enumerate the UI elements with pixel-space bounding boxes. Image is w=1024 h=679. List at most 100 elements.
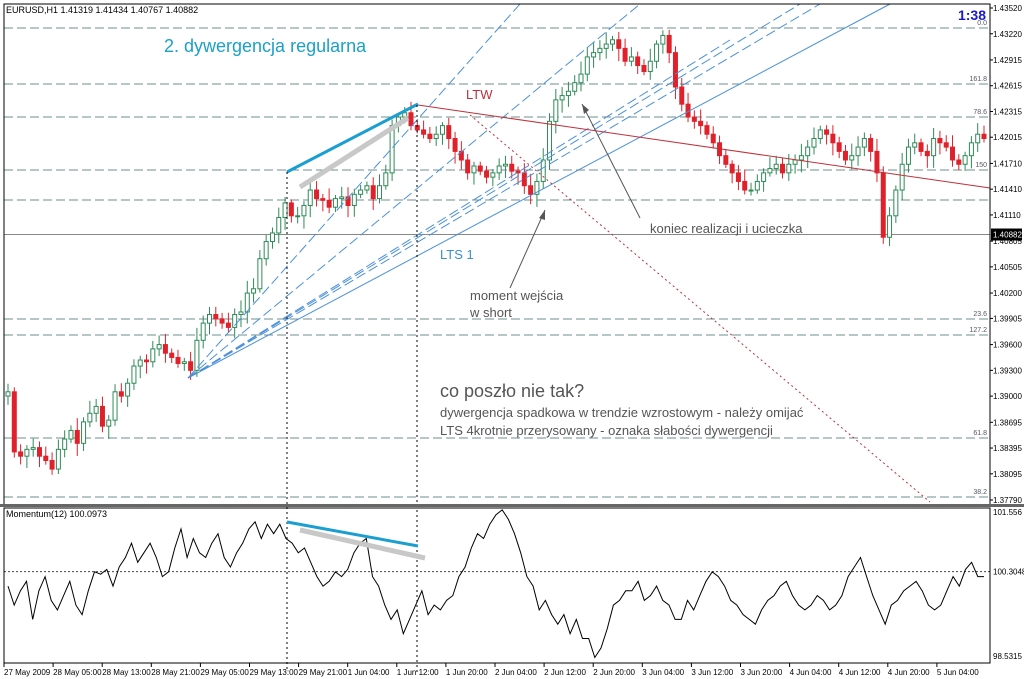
candle-body <box>339 196 345 200</box>
candle-body <box>691 116 697 122</box>
time-label: 3 Jun 20:00 <box>741 668 783 677</box>
candle-body <box>547 120 553 161</box>
fibo-level-label: 150 <box>975 162 987 169</box>
candle-body <box>383 172 389 187</box>
lts1-label: LTS 1 <box>440 247 474 262</box>
candle-body <box>295 215 301 218</box>
candle-body <box>490 172 496 178</box>
entry-arrow <box>509 209 546 289</box>
candle-body <box>943 142 949 148</box>
candle-body <box>433 133 439 140</box>
candle-body <box>515 170 521 174</box>
axes-layer: 1.43520 1.43220 1.42915 1.42615 1.42315 1.420… <box>0 3 1024 677</box>
candle-body <box>534 180 540 195</box>
candle-body <box>206 314 212 324</box>
candle-body <box>5 391 11 397</box>
candle-body <box>641 65 647 73</box>
candle-body <box>99 405 105 427</box>
timer-label: 1:38 <box>958 7 986 23</box>
current-price-label: 1.40882 <box>993 231 1022 240</box>
current-price-box <box>991 228 1022 241</box>
candle-body <box>792 159 798 165</box>
candle-body <box>918 142 924 152</box>
candle-body <box>509 163 515 172</box>
candle-body <box>496 165 502 174</box>
time-label: 1 Jun 12:00 <box>397 668 439 677</box>
candle-body <box>11 391 17 453</box>
chart-title: 2. dywergencja regularna <box>164 36 367 56</box>
candle-body <box>358 189 364 195</box>
candle-body <box>540 159 546 182</box>
ltw-label: LTW <box>466 87 493 102</box>
candle-body <box>905 146 911 165</box>
candle-body <box>225 322 231 328</box>
candle-body <box>572 82 578 92</box>
candle-body <box>408 112 414 127</box>
price-label: 1.42015 <box>993 133 1022 142</box>
candle-body <box>842 150 848 161</box>
candle-body <box>351 193 357 206</box>
candle-body <box>276 217 282 234</box>
candle-body <box>377 185 383 200</box>
candle-body <box>169 352 175 358</box>
candle-body <box>849 155 855 161</box>
fan-line <box>187 3 821 379</box>
candle-body <box>118 391 124 397</box>
candle-body <box>162 344 168 354</box>
candle-body <box>735 172 741 182</box>
candle-body <box>553 99 559 122</box>
candle-body <box>36 447 42 457</box>
ltw-line <box>417 104 991 189</box>
candle-body <box>647 60 653 73</box>
reason-1: dywergencja spadkowa w trendzie wzrostow… <box>440 405 804 420</box>
price-label: 1.43520 <box>993 4 1022 13</box>
candle-body <box>874 150 880 174</box>
candle-body <box>446 125 452 140</box>
candle-body <box>421 129 427 135</box>
candle-body <box>181 361 187 364</box>
candle-body <box>761 172 767 182</box>
candle-body <box>389 125 395 174</box>
momentum-indicator-panel <box>4 509 990 659</box>
candle-body <box>257 258 263 290</box>
candle-body <box>937 138 943 144</box>
candle-body <box>314 189 320 200</box>
fibo-level-label: 38.2 <box>973 489 987 496</box>
candle-body <box>188 361 194 371</box>
candle-body <box>81 421 87 444</box>
candle-body <box>868 138 874 152</box>
candle-body <box>628 56 634 62</box>
candle-body <box>288 202 294 217</box>
price-label: 1.41710 <box>993 159 1022 168</box>
candle-body <box>502 163 508 167</box>
price-label: 1.37790 <box>993 496 1022 505</box>
price-label: 1.42915 <box>993 56 1022 65</box>
candle-body <box>251 288 257 294</box>
candle-body <box>87 412 93 423</box>
candle-body <box>981 133 987 140</box>
price-label: 1.42615 <box>993 82 1022 91</box>
candle-body <box>18 451 24 457</box>
candle-body <box>603 43 609 49</box>
momentum-panel-frame <box>3 507 991 664</box>
candle-body <box>811 138 817 148</box>
price-label: 1.38695 <box>993 418 1022 427</box>
candle-body <box>824 129 830 135</box>
candle-body <box>332 198 338 208</box>
candle-body <box>301 204 307 217</box>
candle-body <box>370 185 376 200</box>
candle-body <box>263 241 269 260</box>
candle-body <box>729 163 735 174</box>
price-label: 1.39600 <box>993 341 1022 350</box>
momentum-divergence-line <box>286 520 419 548</box>
candle-body <box>609 39 615 45</box>
fibo-level-label: 0.0 <box>977 20 987 27</box>
candle-body <box>666 34 672 54</box>
candle-body <box>773 163 779 170</box>
candle-body <box>975 133 981 144</box>
candle-body <box>704 125 710 135</box>
candle-body <box>956 159 962 165</box>
candle-body <box>805 146 811 157</box>
candle-body <box>528 185 534 195</box>
